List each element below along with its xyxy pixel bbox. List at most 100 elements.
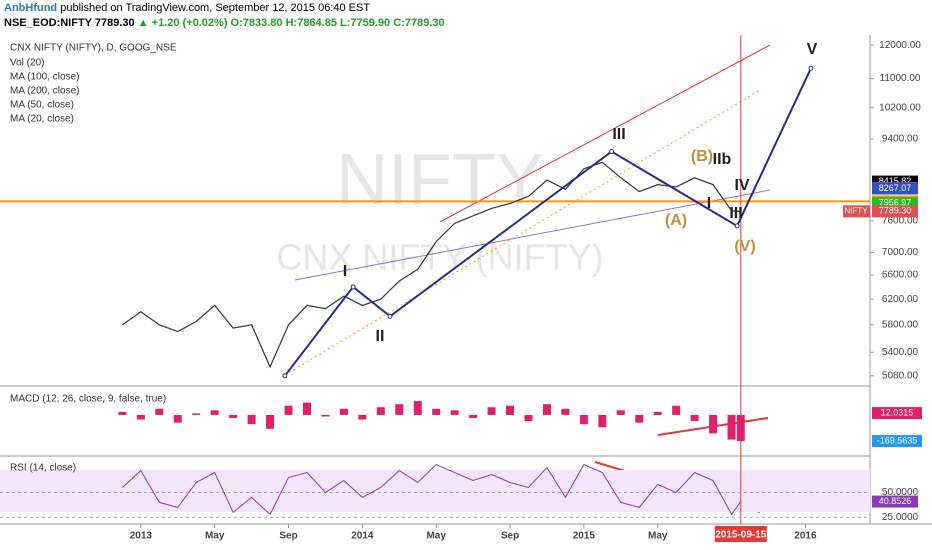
macd-bar [598, 414, 607, 428]
y-tick-label: 7000.00 [882, 247, 919, 258]
macd-bar [321, 414, 330, 417]
date-label: 2015-09-15 [715, 530, 767, 541]
rsi-band [0, 470, 870, 512]
channel-line [439, 44, 771, 223]
macd-bar [210, 410, 219, 415]
x-tick-label: May [648, 531, 668, 542]
y-tick-label: 7600.00 [882, 215, 919, 226]
wave-label: I [707, 195, 711, 212]
wave-point [808, 65, 814, 71]
macd-bar [450, 410, 459, 415]
study-label: MA (100, close) [10, 72, 79, 83]
y-tick-label: 10200.00 [879, 102, 921, 113]
rsi-line [122, 463, 742, 516]
macd-bar [524, 414, 533, 422]
macd-bar [247, 414, 256, 425]
macd-value: 12.0315 [881, 407, 914, 417]
wave-point [282, 373, 288, 379]
wave-point [387, 313, 393, 319]
macd-bar [432, 408, 441, 415]
y-tick-label: 12000.00 [879, 40, 921, 51]
price-label: 8415.82 [879, 176, 912, 186]
macd-bar [653, 411, 662, 415]
wave-label: IV [734, 177, 749, 194]
study-label: MA (20, close) [10, 114, 74, 125]
trend-line [284, 89, 761, 376]
wave-point [609, 149, 615, 155]
study-label: Vol (20) [10, 58, 44, 69]
macd-bar [727, 414, 736, 440]
price-label: 8267.07 [879, 183, 912, 193]
x-tick-label: Sep [279, 531, 297, 542]
wave-label: III [729, 205, 742, 222]
wave-label: (B) [691, 148, 713, 165]
macd-value: -169.5635 [877, 435, 918, 445]
study-label: MA (200, close) [10, 86, 79, 97]
y-tick-label: 6600.00 [882, 270, 919, 281]
author[interactable]: AnbHfund [4, 2, 58, 14]
wave-point [734, 223, 740, 229]
macd-bar [284, 405, 293, 415]
price-label-box [872, 182, 918, 195]
x-tick-label: May [426, 531, 446, 542]
macd-bar [506, 405, 515, 415]
wave-label: III [612, 126, 625, 143]
last: 7789.30 [94, 17, 135, 29]
macd-bar [542, 404, 551, 415]
macd-bar [561, 408, 570, 415]
macd-bar [413, 401, 422, 415]
macd-bar [709, 414, 718, 434]
macd-bar [616, 410, 625, 415]
macd-bar [229, 414, 238, 419]
price-label: 7956.97 [879, 198, 912, 208]
y-tick-label: 5800.00 [882, 319, 919, 330]
high: H:7864.85 [285, 17, 337, 29]
macd-bar [339, 408, 348, 415]
study-label: MA (50, close) [10, 100, 74, 111]
price-label-box [872, 205, 918, 218]
x-tick-label: May [205, 531, 225, 542]
rsi-tick-label: 50.0000 [882, 487, 919, 498]
y-tick-label: 9400.00 [882, 134, 919, 145]
price-label: 7789.30 [879, 206, 912, 216]
macd-bar [635, 414, 644, 423]
rsi-value: 40.8526 [879, 496, 912, 506]
price-line [122, 161, 741, 369]
macd-bar [266, 414, 275, 429]
channel-line [294, 189, 771, 281]
close: C:7789.30 [393, 17, 445, 29]
x-tick-label: 2013 [130, 531, 153, 542]
chart-title: CNX NIFTY (NIFTY), D, GOOG_NSE [10, 43, 177, 54]
rsi-title: RSI (14, close) [10, 463, 76, 474]
macd-bar [469, 414, 478, 419]
macd-bar [579, 414, 588, 425]
y-tick-label: 5080.00 [882, 370, 919, 381]
y-tick-label: 11000.00 [880, 73, 921, 84]
wave-label: (A) [665, 212, 687, 229]
change: ▲ +1.20 (+0.02%) [137, 17, 228, 29]
symbol-label: NIFTY [844, 206, 868, 215]
wave-label: V [807, 41, 818, 58]
watermark-sub: CNX NIFTY (NIFTY) [276, 237, 603, 278]
x-tick-label: 2016 [794, 531, 817, 542]
rsi-tick-label: 25.0000 [882, 512, 919, 523]
wave-label: I [343, 263, 347, 280]
background [0, 35, 932, 550]
macd-bar [155, 408, 164, 415]
macd-title: MACD (12, 26, close, 9, false, true) [10, 394, 166, 405]
macd-bar [672, 405, 681, 415]
wave-path [284, 67, 812, 377]
x-tick-label: Sep [501, 531, 519, 542]
macd-bar [192, 413, 201, 415]
date-box [714, 526, 767, 542]
watermark: NIFTY [336, 140, 544, 220]
macd-bar [690, 414, 699, 422]
y-tick-label: 6200.00 [882, 294, 919, 305]
published: published on TradingView.com, September … [60, 2, 371, 14]
macd-bar [376, 407, 385, 415]
macd-bar [736, 414, 745, 442]
symbol-box [843, 205, 870, 218]
wave-label: (V) [734, 238, 755, 255]
macd-bar [136, 414, 145, 420]
